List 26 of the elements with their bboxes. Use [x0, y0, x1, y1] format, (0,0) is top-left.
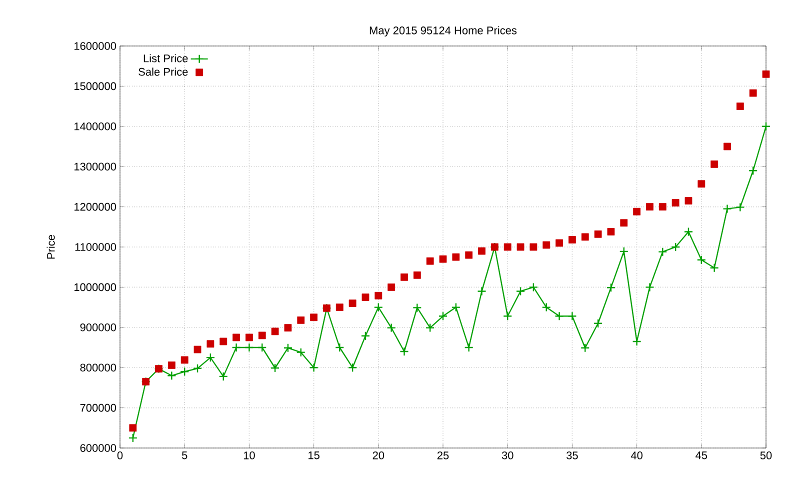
y-tick-label: 1400000	[74, 122, 116, 130]
x-tick-label: 20	[372, 452, 384, 460]
x-tick-label: 30	[502, 452, 514, 460]
x-tick-label: 50	[760, 452, 772, 460]
y-tick-label: 1600000	[74, 42, 116, 50]
x-tick-label: 45	[696, 452, 708, 460]
x-tick-label: 0	[117, 452, 123, 460]
y-tick-label: 1200000	[74, 202, 116, 211]
y-tick-label: 600000	[80, 444, 116, 452]
x-tick-label: 15	[308, 452, 320, 460]
y-tick-label: 1000000	[74, 283, 116, 292]
x-tick-label: 25	[437, 452, 449, 460]
y-tick-label: 800000	[80, 364, 116, 372]
y-tick-label: 700000	[80, 404, 116, 412]
legend-label: List Price	[144, 54, 188, 62]
x-tick-label: 35	[566, 452, 578, 460]
y-tick-label: 900000	[80, 323, 116, 332]
y-tick-label: 1500000	[74, 82, 116, 90]
legend-label: Sale Price	[138, 68, 188, 76]
chart-title: May 2015 95124 Home Prices	[370, 26, 517, 36]
x-tick-label: 5	[182, 452, 188, 460]
y-axis-title: Price	[46, 234, 55, 259]
y-tick-label: 1100000	[75, 243, 116, 251]
x-tick-label: 10	[244, 452, 255, 460]
x-tick-label: 40	[630, 452, 642, 460]
y-tick-label: 1300000	[74, 162, 116, 170]
